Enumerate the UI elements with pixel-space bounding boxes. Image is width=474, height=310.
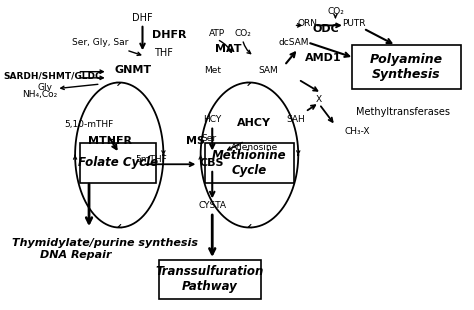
Text: GNMT: GNMT xyxy=(115,65,152,75)
Text: THF: THF xyxy=(154,48,173,58)
Text: CYSTA: CYSTA xyxy=(198,202,226,210)
Text: HCY: HCY xyxy=(203,115,221,124)
Text: CO₂: CO₂ xyxy=(234,29,251,38)
Text: 5,10-mTHF: 5,10-mTHF xyxy=(64,120,114,129)
Text: dcSAM: dcSAM xyxy=(278,38,309,47)
Text: DHFR: DHFR xyxy=(152,30,186,40)
Text: MAT: MAT xyxy=(215,43,242,54)
Text: Thymidylate/purine synthesis: Thymidylate/purine synthesis xyxy=(12,238,198,248)
Text: X: X xyxy=(316,95,322,104)
Text: Polyamine
Synthesis: Polyamine Synthesis xyxy=(370,53,443,81)
Text: ORN: ORN xyxy=(298,19,318,28)
Text: Methyltransferases: Methyltransferases xyxy=(356,107,450,117)
Text: ODC: ODC xyxy=(313,24,339,34)
FancyBboxPatch shape xyxy=(352,46,461,89)
Text: SAH: SAH xyxy=(287,115,305,124)
Text: Met: Met xyxy=(204,66,221,75)
Text: 5mTHF: 5mTHF xyxy=(136,155,167,164)
FancyBboxPatch shape xyxy=(205,143,293,183)
Text: NH₄,Co₂: NH₄,Co₂ xyxy=(23,90,58,99)
Text: CO₂: CO₂ xyxy=(327,7,344,16)
Text: Adenosine: Adenosine xyxy=(230,143,278,152)
Text: Methionine
Cycle: Methionine Cycle xyxy=(212,149,287,177)
Text: MTHFR: MTHFR xyxy=(88,136,132,146)
Text: DNA Repair: DNA Repair xyxy=(40,250,112,260)
Text: SARDH/SHMT/GLDC: SARDH/SHMT/GLDC xyxy=(3,72,101,81)
Text: ATP: ATP xyxy=(209,29,225,38)
Text: Folate Cycle: Folate Cycle xyxy=(78,156,158,169)
Text: SAM: SAM xyxy=(258,66,278,75)
Text: AHCY: AHCY xyxy=(237,117,271,128)
Text: CH₃-X: CH₃-X xyxy=(345,127,370,136)
Text: Gly: Gly xyxy=(37,82,52,92)
Text: AMD1: AMD1 xyxy=(305,53,342,63)
Text: Ser, Gly, Sar: Ser, Gly, Sar xyxy=(73,38,129,47)
Text: MS: MS xyxy=(186,136,205,146)
Text: PUTR: PUTR xyxy=(342,19,366,28)
Text: DHF: DHF xyxy=(132,13,153,23)
FancyBboxPatch shape xyxy=(159,260,261,299)
Text: Ser: Ser xyxy=(201,134,217,143)
FancyBboxPatch shape xyxy=(80,143,156,183)
Text: Transsulfuration
Pathway: Transsulfuration Pathway xyxy=(156,265,264,293)
Text: CBS: CBS xyxy=(200,158,225,168)
